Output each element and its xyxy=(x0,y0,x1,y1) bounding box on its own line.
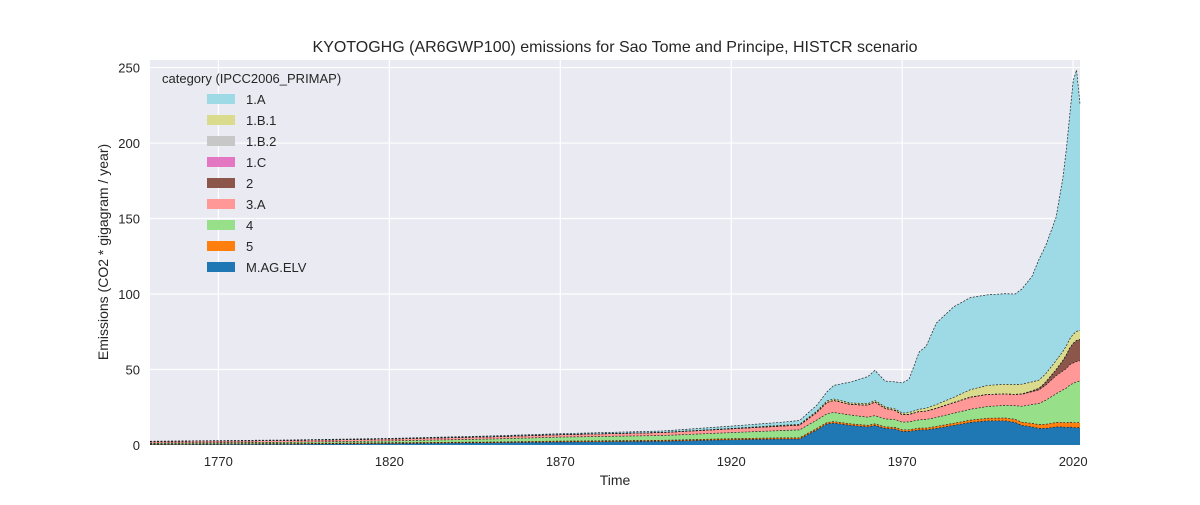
legend-title: category (IPCC2006_PRIMAP) xyxy=(162,71,341,86)
y-tick-label: 250 xyxy=(118,61,140,76)
x-tick-label: 1870 xyxy=(546,454,575,469)
boundary-m-ag-elv xyxy=(149,420,1080,445)
legend-swatch xyxy=(207,115,235,125)
legend-swatch xyxy=(207,157,235,167)
x-axis-ticks: 1770 1820 1870 1920 1970 2020 xyxy=(204,454,1088,469)
x-tick-label: 2020 xyxy=(1059,454,1088,469)
legend-items: 1.A 1.B.1 1.B.2 1.C 2 3.A 4 5 M.AG.ELV xyxy=(207,92,307,275)
legend-label: 1.B.1 xyxy=(246,113,276,128)
y-axis-ticks: 0 50 100 150 200 250 xyxy=(118,61,140,453)
area-m-ag-elv xyxy=(150,420,1080,445)
x-tick-label: 1820 xyxy=(375,454,404,469)
legend-label: 1.B.2 xyxy=(246,134,276,149)
y-tick-label: 50 xyxy=(126,363,140,378)
legend-swatch xyxy=(207,136,235,146)
legend-swatch xyxy=(207,178,235,188)
x-axis-label: Time xyxy=(600,472,631,488)
legend-swatch xyxy=(207,220,235,230)
legend-label: M.AG.ELV xyxy=(246,260,307,275)
series-boundary-lines xyxy=(149,69,1081,445)
legend-label: 2 xyxy=(246,176,253,191)
boundary-1-a xyxy=(149,69,1081,442)
legend-label: 4 xyxy=(246,218,253,233)
legend-label: 1.C xyxy=(246,155,266,170)
x-tick-label: 1970 xyxy=(888,454,917,469)
legend-swatch xyxy=(207,241,235,251)
legend-label: 5 xyxy=(246,239,253,254)
chart-title: KYOTOGHG (AR6GWP100) emissions for Sao T… xyxy=(313,39,918,56)
y-tick-label: 150 xyxy=(118,212,140,227)
x-tick-label: 1920 xyxy=(717,454,746,469)
y-tick-label: 100 xyxy=(118,287,140,302)
boundary-1-b-1 xyxy=(149,330,1081,442)
x-tick-label: 1770 xyxy=(204,454,233,469)
y-axis-label: Emissions (CO2 * gigagram / year) xyxy=(95,144,111,360)
boundary-5 xyxy=(149,417,1080,445)
legend-label: 1.A xyxy=(246,92,266,107)
legend: category (IPCC2006_PRIMAP) 1.A 1.B.1 1.B.2… xyxy=(162,71,341,275)
boundary-4 xyxy=(149,380,1081,444)
y-tick-label: 0 xyxy=(133,438,140,453)
y-tick-label: 200 xyxy=(118,136,140,151)
boundary-1-b-2 xyxy=(149,339,1081,442)
legend-swatch xyxy=(207,94,235,104)
legend-label: 3.A xyxy=(246,197,266,212)
legend-swatch xyxy=(207,262,235,272)
legend-swatch xyxy=(207,199,235,209)
